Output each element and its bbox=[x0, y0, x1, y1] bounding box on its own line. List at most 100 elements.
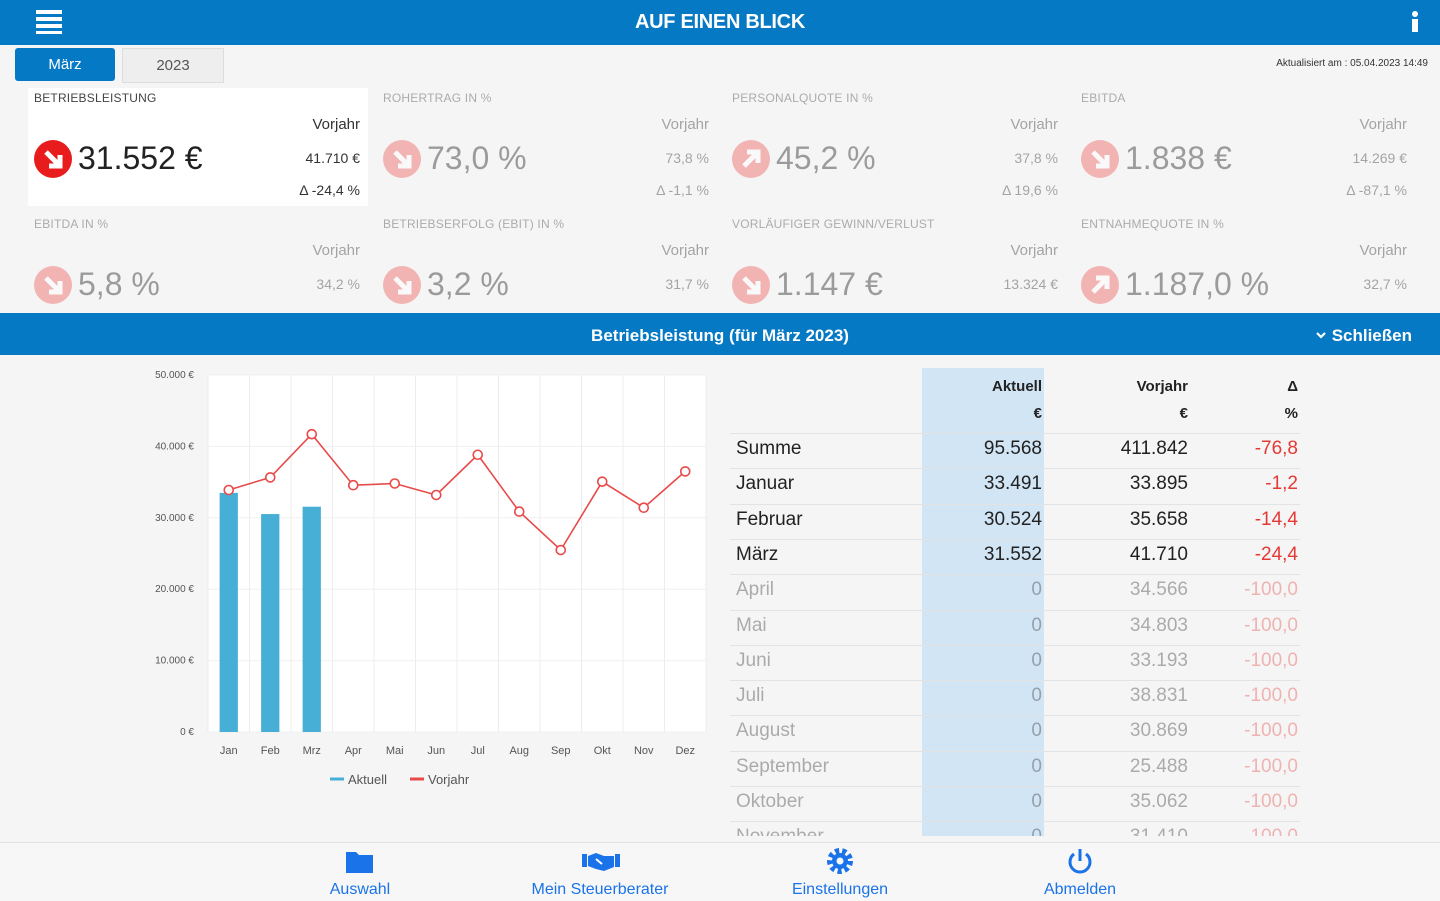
table-row: August 0 30.869 -100,0 bbox=[730, 718, 1310, 753]
month-tab[interactable]: März bbox=[15, 48, 115, 81]
icon-arrow bbox=[1091, 150, 1110, 169]
cell-value: -76,8 bbox=[1254, 438, 1298, 459]
column-header: Aktuell bbox=[991, 378, 1042, 395]
bar bbox=[302, 506, 321, 732]
cell-value: 411.842 bbox=[1120, 438, 1188, 459]
cell-value: 33.193 bbox=[1129, 649, 1188, 671]
kpi-card[interactable]: EBITDA IN % 5,8 % Vorjahr 34,2 % bbox=[28, 214, 368, 332]
icon-arrow bbox=[393, 276, 412, 295]
row-divider bbox=[730, 821, 1300, 823]
table-row: Oktober 0 35.062 -100,0 bbox=[730, 789, 1310, 824]
kpi-delta: Δ 19,6 % bbox=[1001, 182, 1058, 198]
cell-value: 0 bbox=[1031, 720, 1042, 742]
nav-item[interactable]: Abmelden bbox=[1043, 881, 1117, 898]
row-label: Summe bbox=[736, 438, 802, 459]
kpi-prev-label: Vorjahr bbox=[1359, 116, 1407, 133]
data-table: Aktuell € Vorjahr € Δ% Summe 95.568 411.842 -76,… bbox=[730, 368, 1310, 836]
cell-value: 41.710 bbox=[1129, 543, 1188, 565]
updated-info: Aktualisiert am : 05.04.2023 14:49 bbox=[1276, 58, 1428, 69]
top-bar: AUF EINEN BLICK bbox=[0, 0, 1440, 45]
cell-value: 30.869 bbox=[1129, 720, 1188, 742]
icon-circle bbox=[1081, 266, 1119, 304]
cell-value: -14,4 bbox=[1254, 508, 1298, 530]
row-label: Mai bbox=[736, 614, 767, 636]
nav-item[interactable]: Auswahl bbox=[329, 881, 391, 898]
icon-circle bbox=[34, 266, 72, 304]
legend-label: Aktuell bbox=[348, 772, 387, 787]
kpi-card[interactable]: ROHERTRAG IN % 73,0 % Vorjahr 73,8 % Δ -1,1 … bbox=[377, 88, 717, 206]
cell-value: 35.062 bbox=[1129, 791, 1188, 812]
icon-circle bbox=[383, 140, 421, 178]
table-row: September 0 25.488 -100,0 bbox=[730, 754, 1310, 789]
kpi-value: 5,8 % bbox=[78, 266, 160, 302]
x-tick-label: Feb bbox=[261, 745, 280, 757]
cell-value: 0 bbox=[1031, 755, 1042, 777]
point bbox=[347, 479, 359, 491]
cell-value: 34.803 bbox=[1129, 614, 1188, 636]
trend-icon bbox=[34, 140, 72, 178]
info-button[interactable] bbox=[1408, 11, 1422, 33]
cell-value: -100,0 bbox=[1244, 614, 1298, 636]
page-title: AUF EINEN BLICK bbox=[635, 11, 805, 33]
close-button[interactable]: Schließen bbox=[1315, 326, 1412, 346]
kpi-card[interactable]: PERSONALQUOTE IN % 45,2 % Vorjahr 37,8 % Δ 1… bbox=[726, 88, 1066, 206]
row-label: Januar bbox=[736, 473, 795, 495]
cell-value: 33.895 bbox=[1129, 473, 1188, 495]
row-divider bbox=[730, 503, 1300, 505]
kpi-card[interactable]: ENTNAHMEQUOTE IN % 1.187,0 % Vorjahr 32,7 % bbox=[1075, 214, 1415, 332]
bottom-nav: Auswahl Mein Steuerberater Einstellungen Ab… bbox=[0, 842, 1440, 901]
point bbox=[223, 484, 235, 496]
year-tab[interactable]: 2023 bbox=[122, 48, 224, 83]
trend-icon bbox=[383, 266, 421, 304]
kpi-card[interactable]: BETRIEBSLEISTUNG 31.552 € Vorjahr 41.710 € Δ… bbox=[28, 88, 368, 206]
row-divider bbox=[730, 644, 1300, 646]
point bbox=[596, 476, 608, 487]
point bbox=[389, 478, 401, 489]
cell-value: -1,2 bbox=[1265, 473, 1298, 495]
point bbox=[264, 472, 276, 483]
icon-arrow bbox=[393, 150, 412, 169]
folder-icon bbox=[346, 852, 373, 873]
kpi-prev-label: Vorjahr bbox=[661, 116, 709, 133]
nav-item[interactable]: Einstellungen bbox=[791, 881, 889, 898]
row-divider bbox=[730, 609, 1300, 611]
kpi-label: EBITDA bbox=[1081, 91, 1126, 105]
row-divider bbox=[730, 750, 1300, 752]
row-divider bbox=[730, 433, 1300, 434]
kpi-label: ROHERTRAG IN % bbox=[383, 91, 492, 105]
kpi-label: ENTNAHMEQUOTE IN % bbox=[1081, 217, 1224, 231]
kpi-card[interactable]: VORLÄUFIGER GEWINN/VERLUST 1.147 € Vorjahr… bbox=[726, 214, 1066, 332]
table-row: Juli 0 38.831 -100,0 bbox=[730, 683, 1310, 718]
row-divider bbox=[730, 786, 1300, 787]
x-tick-label: Jul bbox=[471, 745, 485, 757]
row-divider bbox=[730, 468, 1300, 470]
column-unit: € bbox=[1033, 405, 1042, 422]
kpi-delta: Δ -87,1 % bbox=[1346, 182, 1407, 198]
menu-button[interactable] bbox=[36, 9, 64, 35]
kpi-value: 1.147 € bbox=[776, 266, 883, 302]
column-unit: % bbox=[1284, 405, 1298, 422]
kpi-prev-label: Vorjahr bbox=[661, 242, 709, 259]
icon-circle bbox=[383, 266, 421, 304]
row-label: Oktober bbox=[736, 791, 804, 812]
cell-value: -100,0 bbox=[1244, 579, 1298, 601]
kpi-prev: 14.269 € bbox=[1352, 150, 1408, 166]
row-divider bbox=[730, 680, 1300, 682]
y-tick-label: 30.000 € bbox=[155, 513, 194, 524]
kpi-card[interactable]: EBITDA 1.838 € Vorjahr 14.269 € Δ -87,1 % bbox=[1075, 88, 1415, 206]
kpi-value: 3,2 % bbox=[427, 266, 509, 302]
kpi-card[interactable]: BETRIEBSERFOLG (EBIT) IN % 3,2 % Vorjahr 31… bbox=[377, 214, 717, 332]
nav-item[interactable]: Mein Steuerberater bbox=[531, 881, 669, 898]
line bbox=[228, 432, 686, 552]
icon-arrow bbox=[742, 276, 761, 295]
x-tick-label: Jun bbox=[427, 745, 445, 757]
row-label: März bbox=[736, 543, 779, 565]
row-label: Februar bbox=[736, 508, 803, 530]
cell-value: 31.410 bbox=[1130, 826, 1188, 836]
cell-value: 0 bbox=[1031, 826, 1042, 836]
power-icon bbox=[1068, 849, 1092, 874]
x-tick-label: Mrz bbox=[303, 745, 321, 757]
kpi-prev-label: Vorjahr bbox=[1010, 242, 1058, 259]
section-title: Betriebsleistung (für März 2023) bbox=[591, 326, 849, 345]
table-row: Mai 0 34.803 -100,0 bbox=[730, 613, 1310, 648]
